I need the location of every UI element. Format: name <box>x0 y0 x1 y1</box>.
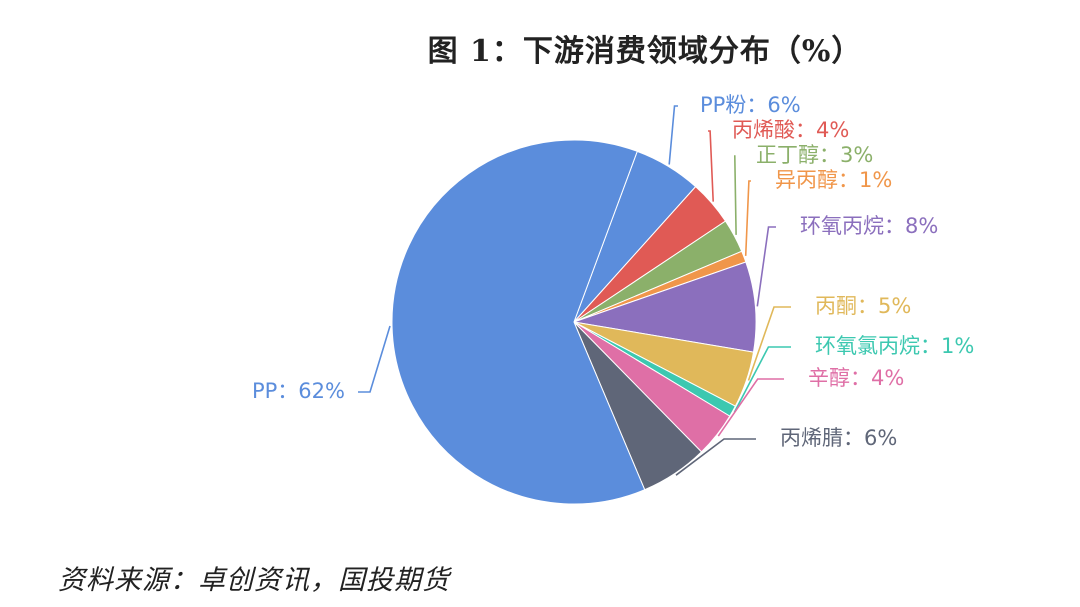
chart-title: 图 1：下游消费领域分布（%） <box>427 34 863 69</box>
slice-label-6: 环氧氯丙烷：1% <box>815 334 974 358</box>
pie-slice-9 <box>391 139 646 505</box>
leader-line-8 <box>675 438 756 476</box>
slice-label-7: 辛醇：4% <box>808 366 904 390</box>
slice-label-0: PP粉：6% <box>700 93 801 117</box>
slice-label-2: 正丁醇：3% <box>756 143 873 167</box>
slice-label-3: 异丙醇：1% <box>775 168 892 192</box>
leader-line-5 <box>747 306 791 381</box>
leader-line-7 <box>717 378 784 437</box>
pie-slices <box>391 139 757 505</box>
slice-label-4: 环氧丙烷：8% <box>800 214 938 238</box>
slice-label-9: PP：62% <box>252 379 345 403</box>
pie-leader-lines <box>358 105 791 476</box>
leader-line-6 <box>733 346 791 413</box>
chart-source: 资料来源：卓创资讯，国投期货 <box>58 565 450 596</box>
leader-line-0 <box>668 105 678 165</box>
leader-line-4 <box>756 226 776 307</box>
slice-label-8: 丙烯腈：6% <box>780 426 897 450</box>
leader-line-1 <box>708 130 714 202</box>
leader-line-9 <box>358 325 391 393</box>
pie-labels: PP粉：6%丙烯酸：4%正丁醇：3%异丙醇：1% 环氧丙烷：8% 丙酮：5% 环氧氯丙… <box>252 93 974 450</box>
slice-label-1: 丙烯酸：4% <box>732 118 849 142</box>
leader-line-2 <box>734 155 737 235</box>
leader-line-3 <box>744 180 751 256</box>
slice-label-5: 丙酮：5% <box>815 294 911 318</box>
